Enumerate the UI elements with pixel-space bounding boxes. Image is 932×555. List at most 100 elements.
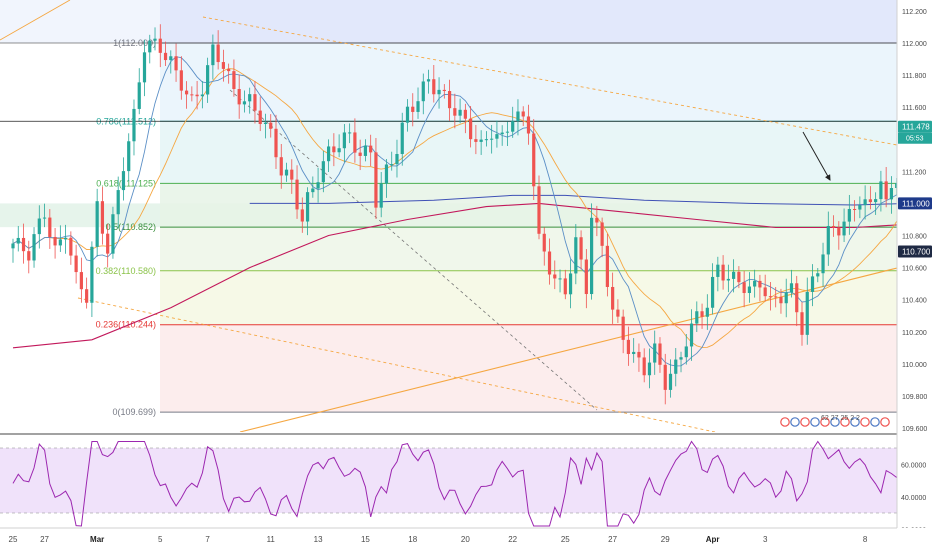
event-badge[interactable] <box>861 418 869 426</box>
candle-body <box>722 265 725 281</box>
candle-body <box>579 237 582 259</box>
candle-body <box>96 201 99 247</box>
candle-body <box>727 279 730 281</box>
top-range-zone-left <box>0 0 160 43</box>
candle-body <box>248 94 251 101</box>
event-badge[interactable] <box>881 418 889 426</box>
date-tick-label: Mar <box>90 535 104 544</box>
candle-body <box>480 140 483 142</box>
candle-body <box>627 340 630 354</box>
candle-body <box>348 132 351 133</box>
price-tick-label: 110.200 <box>902 330 927 337</box>
date-tick-label: Apr <box>706 535 720 544</box>
candle-body <box>548 252 551 275</box>
candle-body <box>206 65 209 94</box>
candle-body <box>601 222 604 245</box>
candle-body <box>459 110 462 116</box>
date-tick-label: 5 <box>158 535 163 544</box>
candle-body <box>758 281 761 288</box>
event-badge[interactable] <box>791 418 799 426</box>
candle-body <box>827 226 830 254</box>
candle-body <box>22 238 25 251</box>
candle-body <box>616 310 619 317</box>
candle-body <box>474 139 477 142</box>
candle-body <box>343 132 346 148</box>
fib-zone <box>160 227 897 271</box>
fib-level-label: 0.618(111.125) <box>96 178 156 188</box>
candle-body <box>43 218 46 219</box>
price-tag-text: 110.700 <box>902 248 931 257</box>
candle-body <box>222 62 225 69</box>
candle-body <box>679 357 682 359</box>
date-tick-label: 20 <box>461 535 470 544</box>
candle-body <box>227 69 230 71</box>
candle-body <box>122 171 125 190</box>
candle-body <box>785 292 788 303</box>
candle-body <box>427 79 430 81</box>
candle-body <box>101 201 104 233</box>
candle-body <box>848 209 851 222</box>
candle-body <box>543 234 546 252</box>
candle-body <box>143 52 146 82</box>
candle-body <box>316 182 319 188</box>
candle-body <box>890 188 893 199</box>
price-tick-label: 109.600 <box>902 426 927 433</box>
candle-body <box>17 238 20 244</box>
candle-body <box>732 272 735 279</box>
candle-body <box>527 116 530 133</box>
candle-body <box>374 152 377 207</box>
candle-body <box>148 41 151 53</box>
candle-body <box>874 199 877 202</box>
candle-body <box>159 39 162 53</box>
candle-body <box>75 256 78 272</box>
candle-body <box>401 123 404 154</box>
candle-body <box>138 82 141 109</box>
candle-body <box>664 365 667 390</box>
candle-body <box>779 297 782 303</box>
event-badge[interactable] <box>781 418 789 426</box>
candle-body <box>327 146 330 161</box>
price-tick-label: 109.800 <box>902 394 927 401</box>
candle-body <box>590 218 593 294</box>
price-tick-label: 110.800 <box>902 234 927 241</box>
candle-body <box>511 121 514 132</box>
date-tick-label: 11 <box>267 535 276 544</box>
candle-body <box>264 123 267 124</box>
event-badge[interactable] <box>801 418 809 426</box>
candle-body <box>59 239 62 245</box>
price-tick-label: 110.000 <box>902 362 927 369</box>
candle-body <box>648 363 651 376</box>
candle-body <box>111 214 114 253</box>
candle-body <box>706 308 709 317</box>
candle-body <box>353 132 356 152</box>
candle-body <box>106 234 109 254</box>
candle-body <box>748 287 751 293</box>
rsi-tick-label: 60.0000 <box>901 462 926 469</box>
candle-body <box>485 139 488 140</box>
candle-body <box>853 209 856 210</box>
event-badge[interactable] <box>811 418 819 426</box>
candle-body <box>522 111 525 116</box>
candle-body <box>259 111 262 124</box>
candle-body <box>495 134 498 139</box>
candle-body <box>174 56 177 70</box>
candle-body <box>532 133 535 186</box>
candle-body <box>574 237 577 273</box>
candle-body <box>443 90 446 91</box>
price-tick-label: 110.400 <box>902 298 927 305</box>
candle-body <box>716 265 719 277</box>
candle-body <box>369 146 372 153</box>
candle-body <box>411 107 414 112</box>
candle-body <box>153 39 156 41</box>
candle-body <box>338 148 341 152</box>
candle-body <box>416 101 419 112</box>
candle-body <box>790 283 793 292</box>
candle-body <box>90 247 93 303</box>
candle-body <box>658 343 661 364</box>
candle-body <box>432 79 435 94</box>
candle-body <box>743 282 746 293</box>
candle-body <box>879 181 882 199</box>
event-badge[interactable] <box>871 418 879 426</box>
